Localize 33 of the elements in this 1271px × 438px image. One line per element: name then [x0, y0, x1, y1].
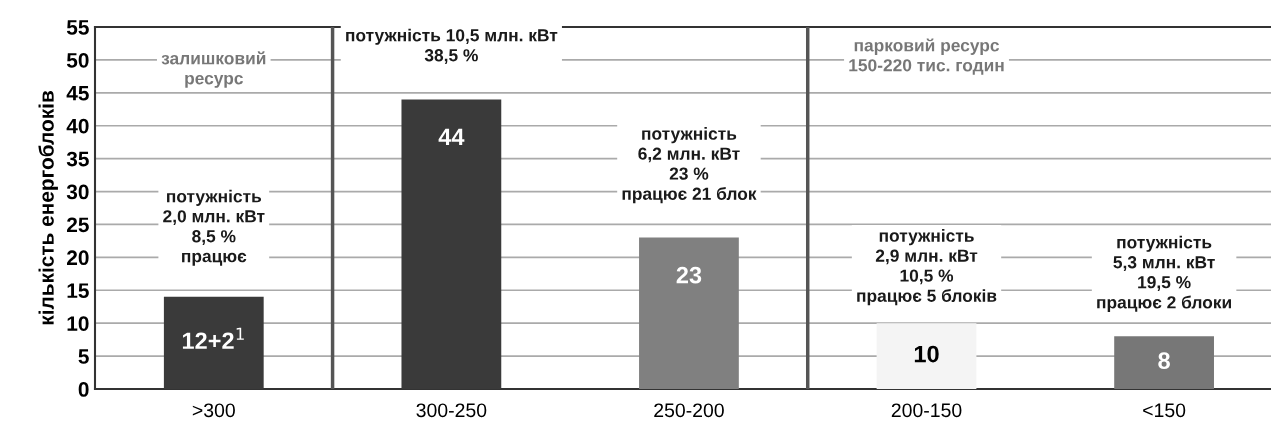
- y-tick-label: 20: [67, 250, 89, 266]
- annotation: залишковий ресурс: [161, 51, 266, 88]
- annotation: потужність 5,3 млн. кВт 19,5 % працює 2 блоки: [1097, 235, 1231, 312]
- bar: [1114, 336, 1214, 389]
- y-tick-label: 5: [78, 349, 89, 364]
- annotation: парковий ресурс 150-220 тис. годин: [849, 38, 1004, 75]
- y-tick-label: 50: [66, 52, 89, 68]
- annotation: потужність 6,2 млн. кВт 23 % працює 21 блок: [622, 127, 757, 204]
- x-tick-label: 250-200: [654, 403, 724, 418]
- data-label: 8: [1158, 352, 1170, 370]
- data-label: 10: [914, 345, 939, 363]
- annotation: 12+2$^{1}$: [182, 327, 244, 349]
- y-tick-label: 45: [66, 86, 89, 101]
- x-tick-label: <150: [1143, 403, 1186, 418]
- annotation: потужність 10,5 млн. кВт 38,5 %: [346, 28, 558, 64]
- y-tick-label: 30: [66, 184, 89, 200]
- x-tick-label: 300-250: [416, 403, 487, 418]
- y-tick-label: 40: [66, 118, 89, 134]
- y-tick-label: 15: [67, 283, 89, 299]
- annotation: потужність 2,0 млн. кВт 8,5 % працює: [163, 189, 265, 266]
- data-label: 44: [438, 128, 465, 145]
- y-tick-label: 0: [78, 382, 89, 397]
- y-tick-label: 55: [66, 20, 89, 35]
- y-tick-label: 25: [67, 217, 89, 233]
- y-tick-label: 35: [66, 151, 89, 167]
- data-label: 23: [676, 266, 702, 284]
- bar: [876, 323, 977, 389]
- y-tick-label: 10: [67, 316, 89, 331]
- y-axis-title: кількість енергоблоків: [38, 91, 58, 325]
- x-tick-label: >300: [192, 403, 235, 418]
- annotation: потужність 2,9 млн. кВт 10,5 % працює 5 блоків: [857, 229, 997, 306]
- bar: [639, 237, 739, 389]
- x-tick-label: 200-150: [891, 403, 962, 418]
